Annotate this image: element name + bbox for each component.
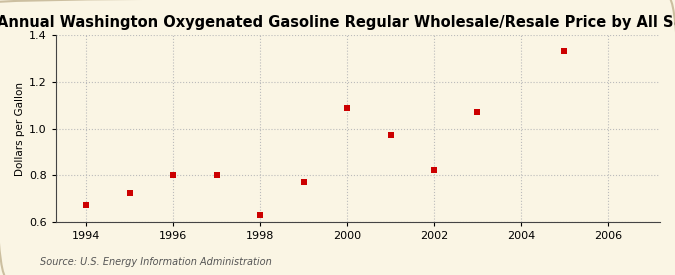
Point <box>211 173 222 177</box>
Point <box>559 49 570 53</box>
Point <box>429 168 439 173</box>
Point <box>124 191 135 196</box>
Title: Annual Washington Oxygenated Gasoline Regular Wholesale/Resale Price by All Sell: Annual Washington Oxygenated Gasoline Re… <box>0 15 675 30</box>
Point <box>385 133 396 137</box>
Point <box>168 173 179 177</box>
Point <box>298 180 309 184</box>
Text: Source: U.S. Energy Information Administration: Source: U.S. Energy Information Administ… <box>40 257 272 267</box>
Point <box>342 105 352 110</box>
Point <box>81 203 92 207</box>
Point <box>472 110 483 114</box>
Y-axis label: Dollars per Gallon: Dollars per Gallon <box>15 81 25 175</box>
Point <box>254 213 265 217</box>
